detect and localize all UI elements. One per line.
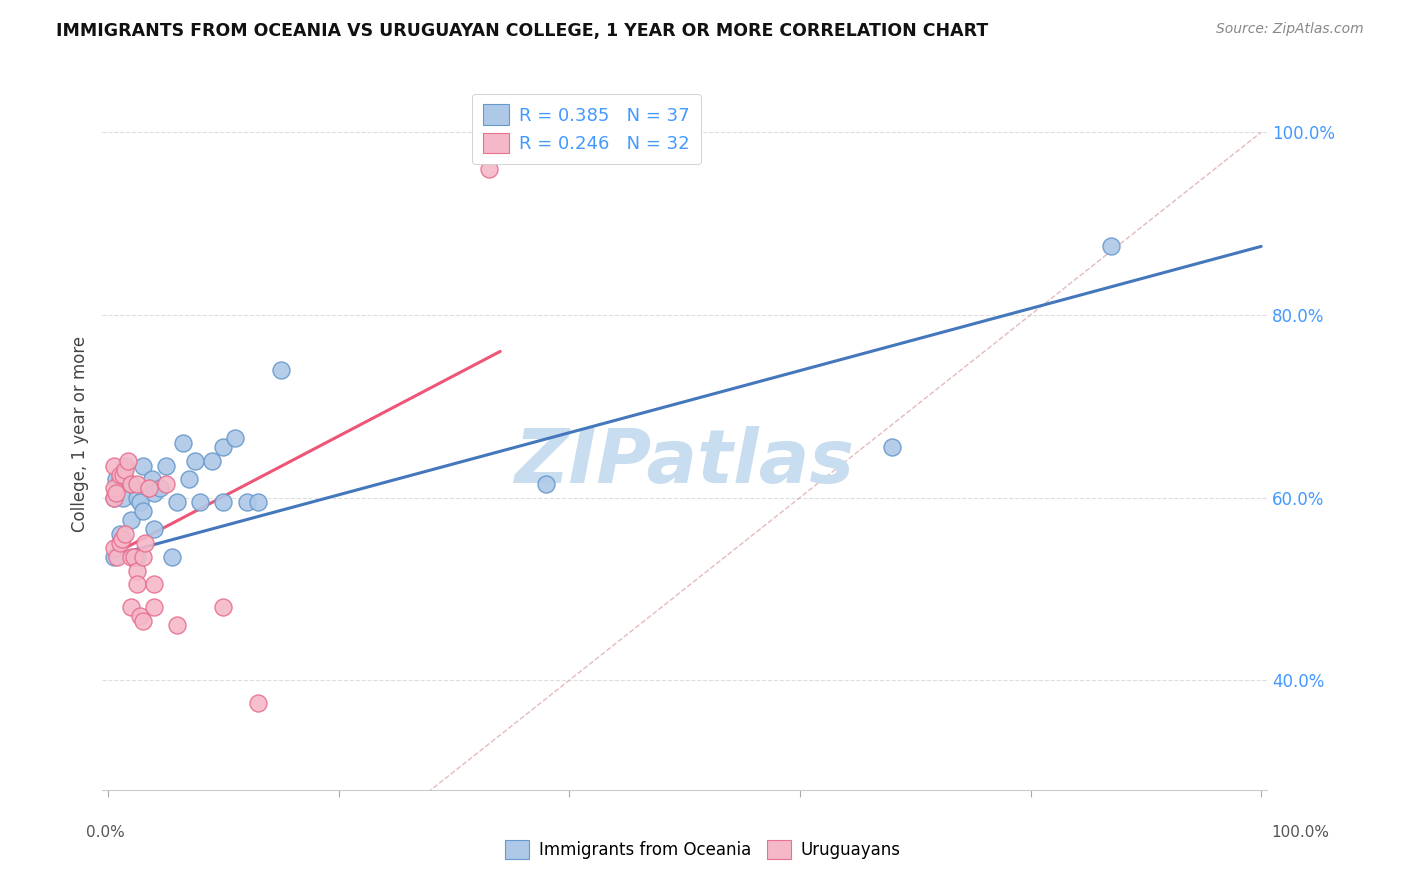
Text: 100.0%: 100.0%	[1271, 825, 1330, 840]
Point	[143, 486, 166, 500]
Point	[107, 549, 129, 564]
Point	[155, 458, 177, 473]
Point	[143, 600, 166, 615]
Point	[138, 482, 160, 496]
Point	[247, 495, 270, 509]
Point	[478, 161, 501, 176]
Point	[108, 536, 131, 550]
Point	[149, 482, 172, 496]
Point	[125, 564, 148, 578]
Point	[105, 486, 128, 500]
Point	[129, 495, 152, 509]
Text: 0.0%: 0.0%	[86, 825, 125, 840]
Point	[212, 600, 235, 615]
Point	[141, 472, 163, 486]
Point	[103, 541, 125, 555]
Text: IMMIGRANTS FROM OCEANIA VS URUGUAYAN COLLEGE, 1 YEAR OR MORE CORRELATION CHART: IMMIGRANTS FROM OCEANIA VS URUGUAYAN COL…	[56, 22, 988, 40]
Point	[103, 482, 125, 496]
Point	[270, 362, 292, 376]
Point	[108, 472, 131, 486]
Point	[125, 491, 148, 505]
Point	[108, 527, 131, 541]
Point	[138, 482, 160, 496]
Point	[108, 467, 131, 482]
Point	[134, 536, 156, 550]
Point	[132, 549, 155, 564]
Point	[125, 476, 148, 491]
Point	[103, 491, 125, 505]
Point	[172, 435, 194, 450]
Point	[183, 454, 205, 468]
Point	[177, 472, 200, 486]
Point	[882, 440, 904, 454]
Point	[120, 476, 142, 491]
Point	[120, 549, 142, 564]
Point	[1099, 239, 1122, 253]
Point	[117, 454, 139, 468]
Point	[212, 440, 235, 454]
Point	[166, 618, 188, 632]
Text: ZIPatlas: ZIPatlas	[515, 425, 855, 499]
Point	[103, 458, 125, 473]
Point	[112, 467, 135, 482]
Point	[125, 549, 148, 564]
Point	[536, 476, 558, 491]
Y-axis label: College, 1 year or more: College, 1 year or more	[72, 335, 89, 532]
Point	[224, 431, 246, 445]
Point	[201, 454, 224, 468]
Legend: Immigrants from Oceania, Uruguayans: Immigrants from Oceania, Uruguayans	[499, 833, 907, 866]
Point	[125, 577, 148, 591]
Point	[108, 476, 131, 491]
Text: Source: ZipAtlas.com: Source: ZipAtlas.com	[1216, 22, 1364, 37]
Point	[143, 523, 166, 537]
Point	[114, 527, 136, 541]
Point	[120, 600, 142, 615]
Point	[190, 495, 212, 509]
Point	[112, 491, 135, 505]
Point	[122, 549, 145, 564]
Point	[132, 614, 155, 628]
Point	[155, 476, 177, 491]
Point	[105, 472, 128, 486]
Point	[103, 491, 125, 505]
Point	[114, 458, 136, 473]
Point	[132, 458, 155, 473]
Point	[120, 476, 142, 491]
Point	[132, 504, 155, 518]
Point	[166, 495, 188, 509]
Point	[111, 532, 134, 546]
Point	[235, 495, 257, 509]
Point	[120, 513, 142, 527]
Point	[129, 609, 152, 624]
Point	[143, 577, 166, 591]
Legend: R = 0.385   N = 37, R = 0.246   N = 32: R = 0.385 N = 37, R = 0.246 N = 32	[472, 94, 700, 164]
Point	[160, 549, 183, 564]
Point	[247, 696, 270, 710]
Point	[212, 495, 235, 509]
Point	[114, 463, 136, 477]
Point	[103, 549, 125, 564]
